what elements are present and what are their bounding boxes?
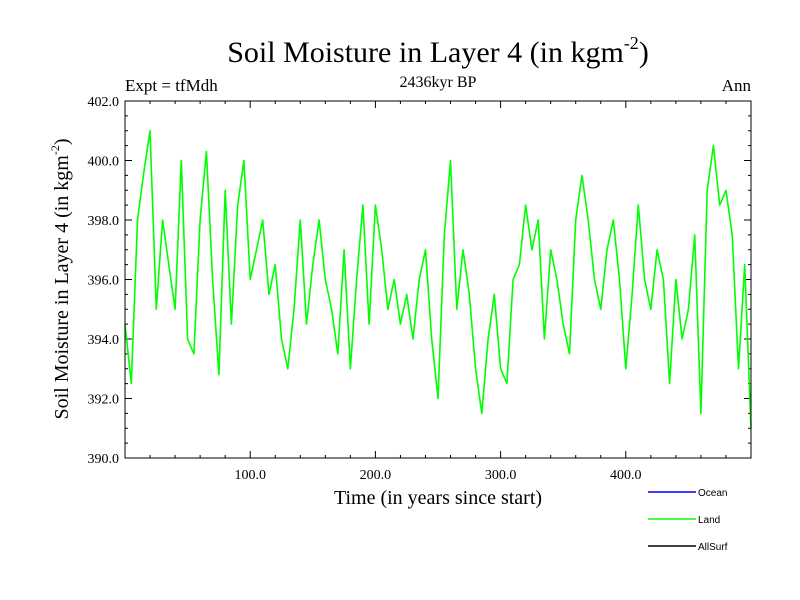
y-tick-label: 394.0 bbox=[88, 333, 120, 348]
chart-title: Soil Moisture in Layer 4 (in kgm-2) bbox=[227, 33, 649, 69]
ticks-layer: 390.0 392.0 394.0 396.0 398.0 400.0 402.0 100.0… bbox=[88, 95, 751, 483]
y-tick-label: 390.0 bbox=[88, 452, 120, 467]
y-axis-label-sup: -2 bbox=[48, 145, 62, 155]
expt-label: Expt = tfMdh bbox=[125, 76, 218, 95]
chart-subtitle: 2436kyr BP bbox=[400, 74, 477, 91]
chart-title-end: ) bbox=[639, 36, 649, 69]
x-axis-label: Time (in years since start) bbox=[334, 487, 542, 509]
series-layer bbox=[124, 130, 752, 429]
y-axis-label: Soil Moisture in Layer 4 (in kgm-2) bbox=[48, 138, 73, 419]
season-label: Ann bbox=[722, 76, 752, 95]
x-tick-label: 200.0 bbox=[360, 468, 392, 483]
y-tick-label: 402.0 bbox=[88, 95, 120, 110]
series-line-land bbox=[124, 130, 752, 429]
plot-frame bbox=[124, 100, 752, 459]
y-tick-label: 398.0 bbox=[88, 214, 120, 229]
x-tick-label: 100.0 bbox=[234, 468, 266, 483]
y-tick-label: 400.0 bbox=[88, 155, 120, 170]
y-tick-label: 392.0 bbox=[88, 393, 120, 408]
y-tick-label: 396.0 bbox=[88, 274, 120, 289]
chart-title-main: Soil Moisture in Layer 4 (in kgm bbox=[227, 36, 624, 69]
legend-label-land: Land bbox=[698, 515, 720, 526]
y-axis-label-main: Soil Moisture in Layer 4 (in kgm bbox=[51, 155, 73, 420]
x-tick-label: 400.0 bbox=[610, 468, 642, 483]
x-tick-label: 300.0 bbox=[485, 468, 517, 483]
legend-label-ocean: Ocean bbox=[698, 488, 727, 499]
chart-title-sup: -2 bbox=[624, 33, 639, 53]
y-axis-label-end: ) bbox=[51, 138, 73, 145]
legend-label-allsurf: AllSurf bbox=[698, 542, 728, 553]
legend: Ocean Land AllSurf bbox=[648, 488, 728, 553]
